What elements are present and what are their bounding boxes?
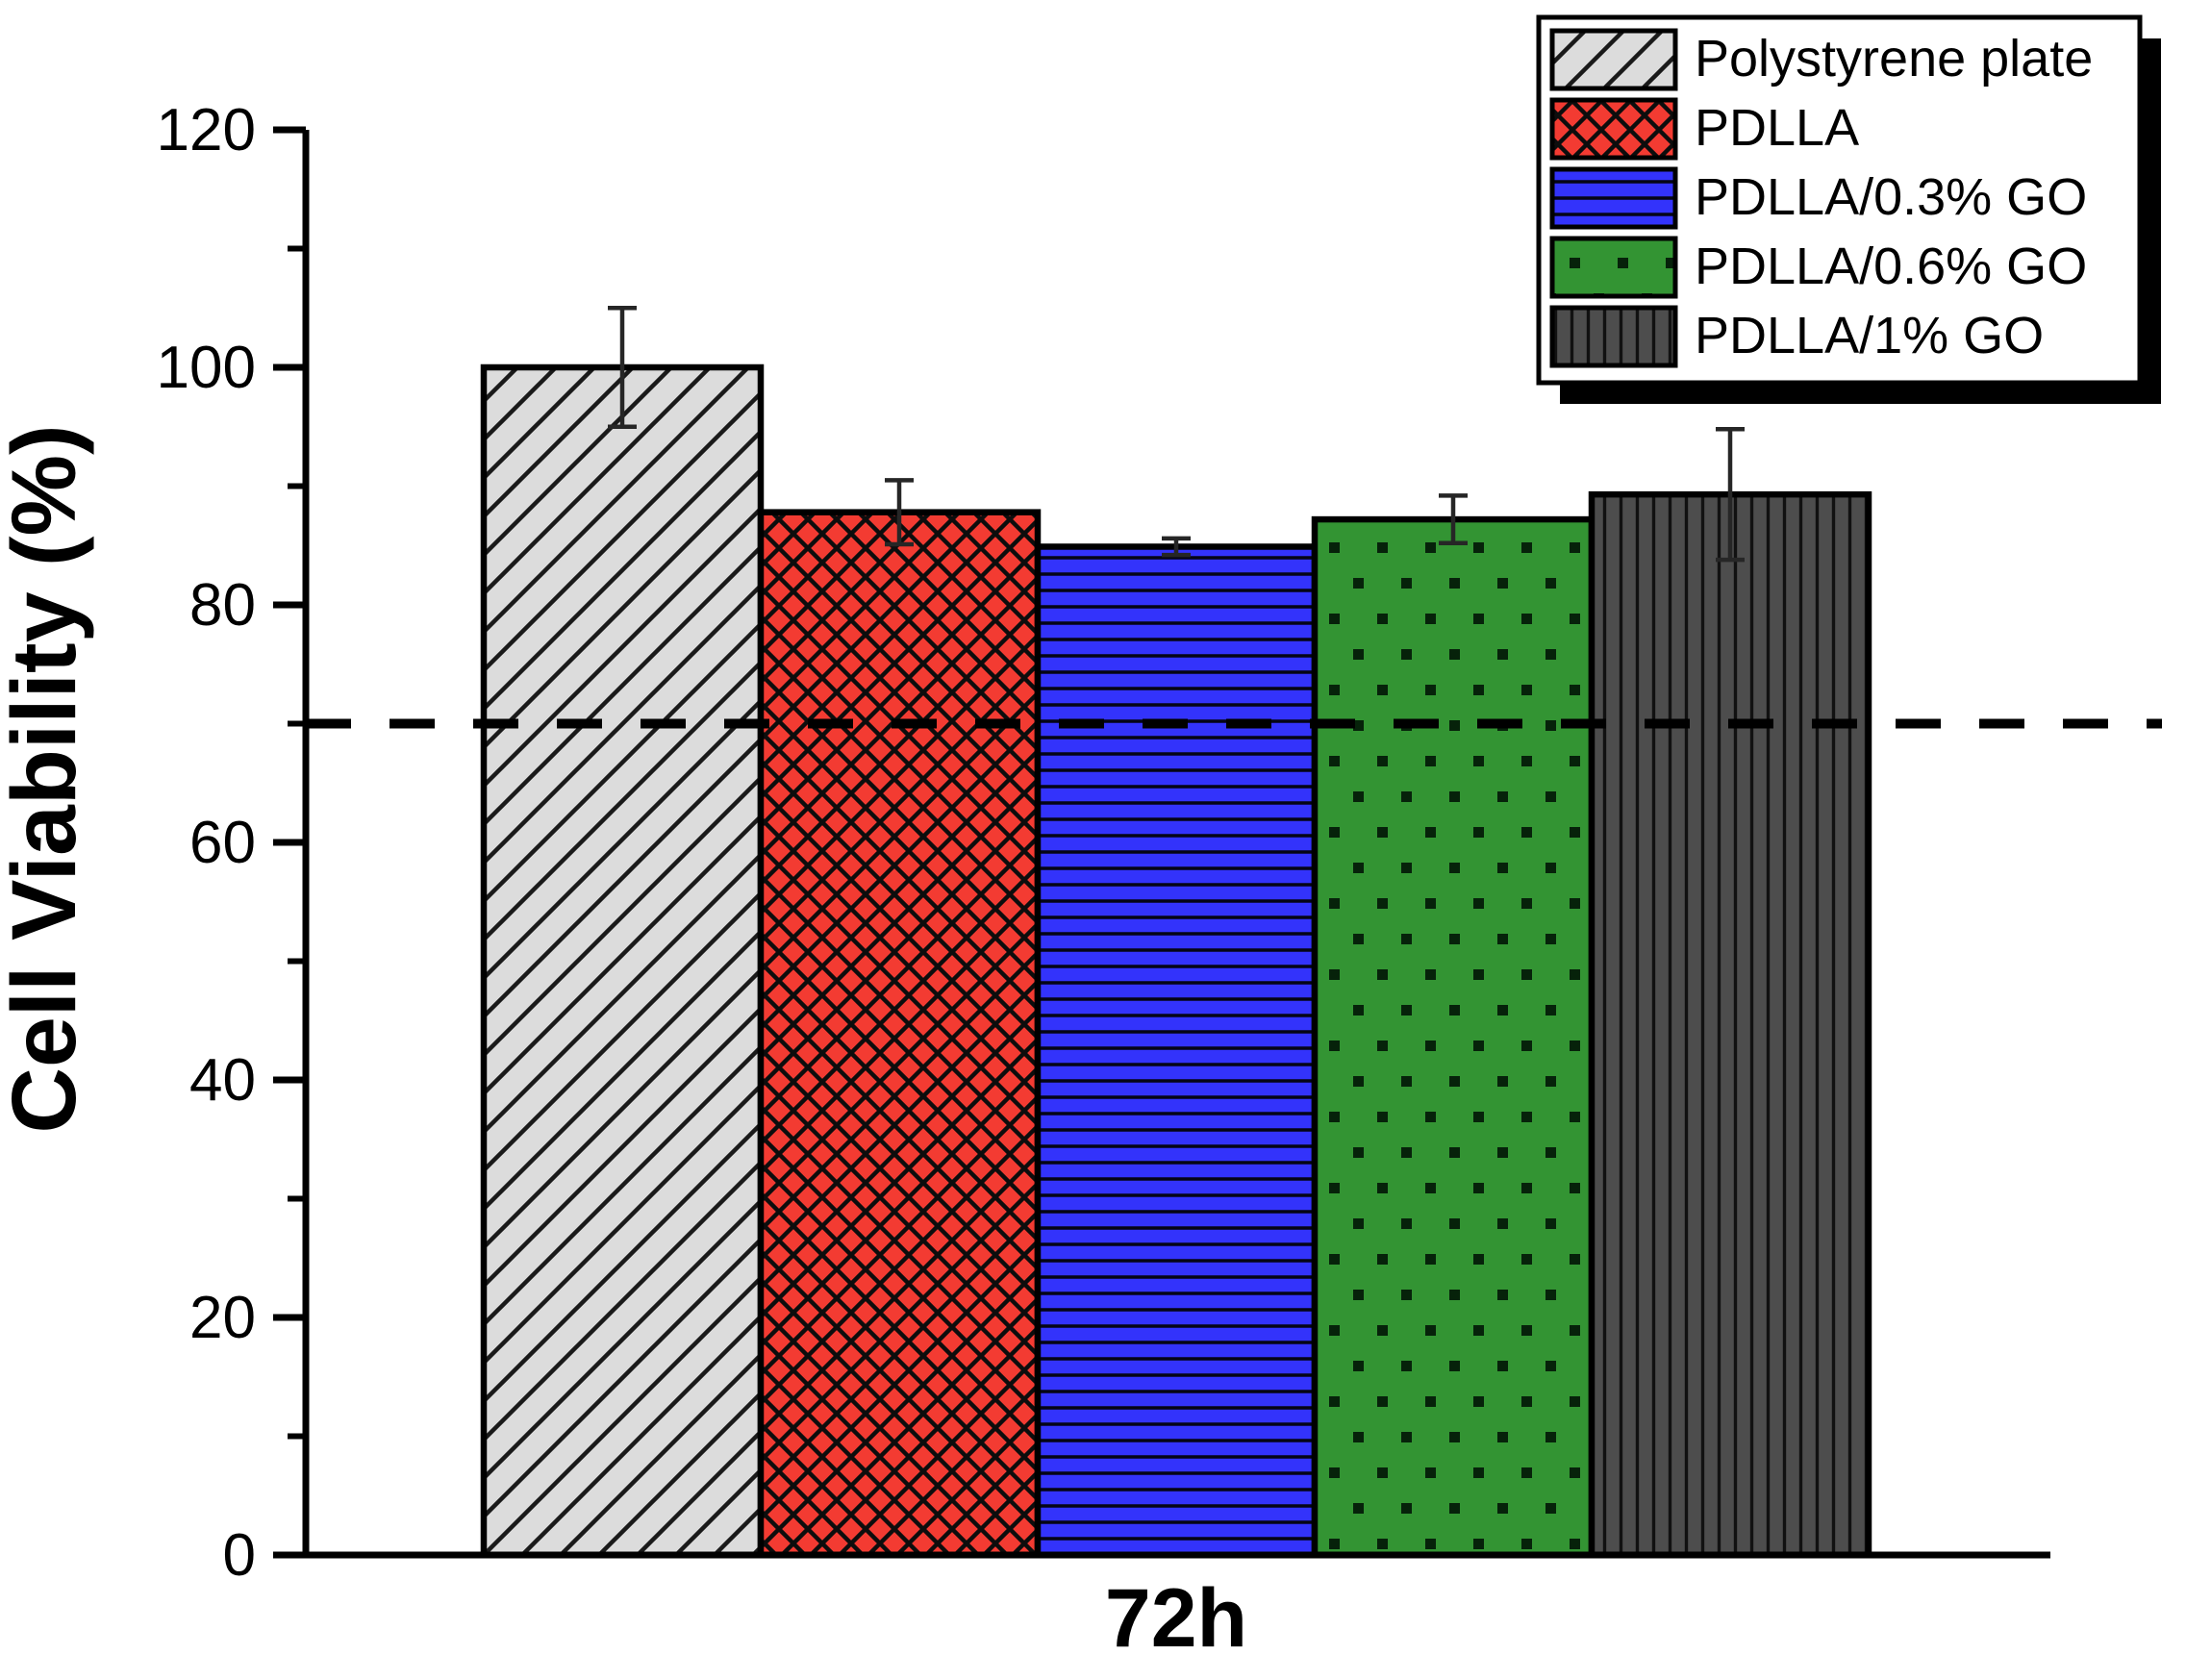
- error-bar-4: [1439, 493, 1468, 546]
- error-bar-3: [1162, 536, 1191, 558]
- error-bars-group: [608, 306, 1745, 563]
- legend-item-3: PDLLA/0.3% GO: [1549, 166, 2087, 230]
- tick-labels-group: 0 20 40 60 80 100 120: [157, 97, 256, 1589]
- y-tick-label: 120: [157, 97, 256, 163]
- legend-label: PDLLA/1% GO: [1695, 307, 2044, 364]
- y-tick-label: 100: [157, 335, 256, 401]
- legend-swatch-diagonal-hatch: [1549, 28, 1678, 91]
- legend-swatch-crosshatch: [1549, 97, 1678, 161]
- y-axis-title: Cell Viability (%): [0, 424, 95, 1133]
- y-tick-label: 80: [189, 572, 256, 639]
- legend-label: Polystyrene plate: [1695, 30, 2093, 88]
- error-bar-5: [1716, 426, 1745, 563]
- legend-label: PDLLA/0.3% GO: [1695, 168, 2087, 226]
- legend-swatch-vertical-lines: [1549, 305, 1678, 368]
- error-bar-1: [608, 306, 637, 429]
- y-tick-label: 0: [223, 1522, 256, 1589]
- x-axis-title: 72h: [1105, 1572, 1247, 1665]
- legend-label: PDLLA: [1695, 99, 1859, 157]
- bar-5: [1588, 490, 1872, 1559]
- legend-swatch-horizontal-lines: [1549, 166, 1678, 230]
- legend-label: PDLLA/0.6% GO: [1695, 238, 2087, 295]
- y-tick-label: 40: [189, 1047, 256, 1114]
- legend-item-1: Polystyrene plate: [1549, 28, 2093, 91]
- bar-3: [1034, 543, 1319, 1559]
- error-bar-2: [885, 478, 914, 547]
- legend-group: Polystyrene plate PDLLA PDLLA/0.3% GO PDLLA…: [1536, 14, 2161, 404]
- bar-4: [1311, 515, 1596, 1559]
- bar-1: [480, 364, 765, 1559]
- y-tick-label: 60: [189, 810, 256, 876]
- legend-swatch-square-dots: [1549, 236, 1678, 299]
- legend-item-5: PDLLA/1% GO: [1549, 305, 2044, 368]
- y-tick-label: 20: [189, 1285, 256, 1351]
- axes-group: [273, 126, 2050, 1559]
- legend-item-4: PDLLA/0.6% GO: [1549, 236, 2087, 299]
- legend-item-2: PDLLA: [1549, 97, 1859, 161]
- bar-2: [757, 509, 1042, 1559]
